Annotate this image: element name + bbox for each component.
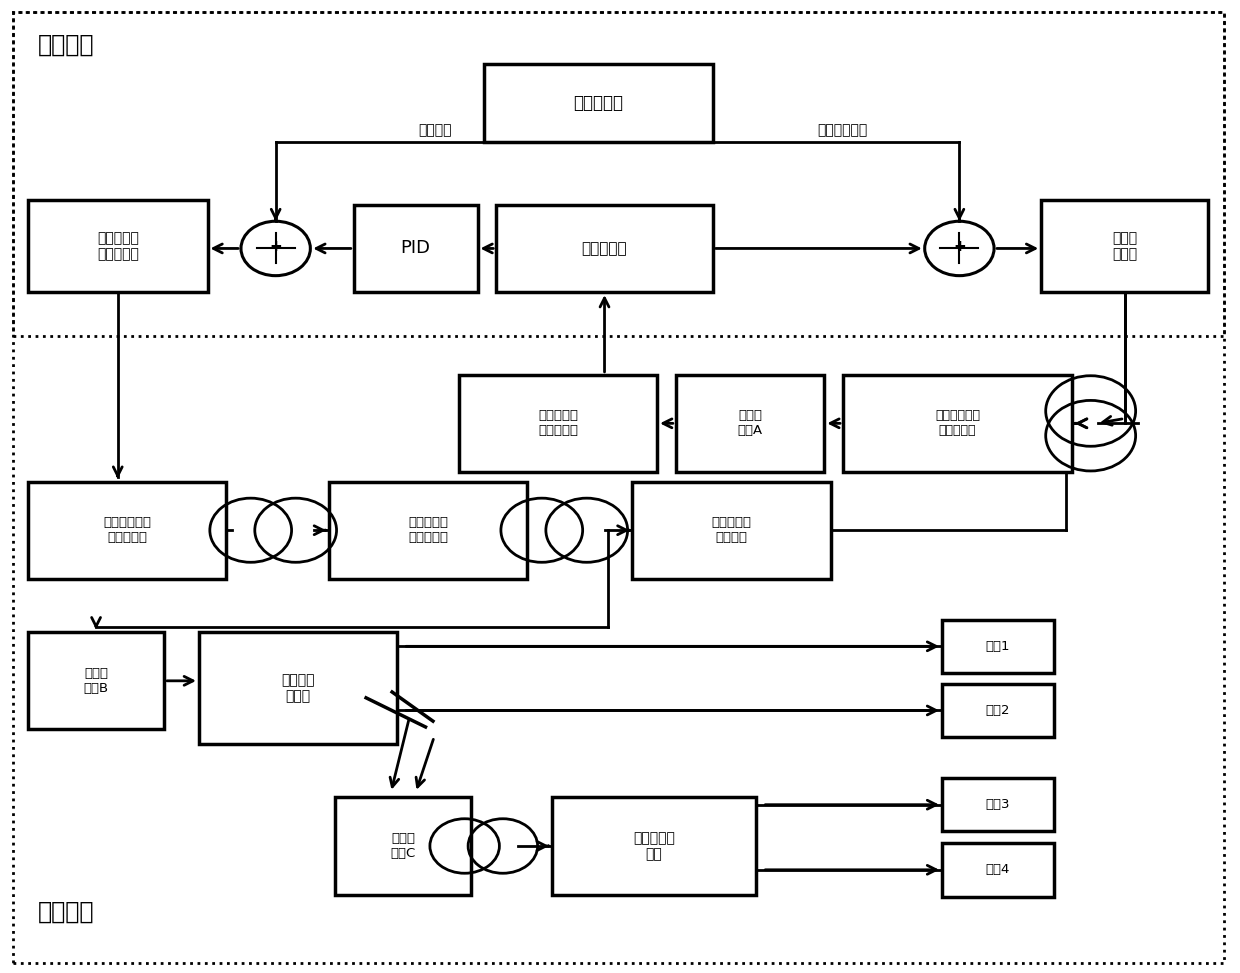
Bar (552, 798, 756, 894)
Bar (29, 482, 226, 579)
Text: 声光调制
器模块: 声光调制 器模块 (281, 673, 315, 703)
Text: PID: PID (401, 239, 430, 258)
Text: 频率扫描电压: 频率扫描电压 (817, 123, 868, 137)
Text: 光束2: 光束2 (986, 703, 1011, 717)
Bar (29, 632, 164, 730)
Bar (484, 64, 713, 142)
Text: 压控晶
体振荡: 压控晶 体振荡 (1112, 231, 1137, 261)
Text: 电光调制器
模块: 电光调制器 模块 (634, 831, 675, 861)
Bar (353, 204, 477, 292)
Text: 光纤耦
合器B: 光纤耦 合器B (83, 667, 109, 695)
Bar (198, 632, 397, 744)
Bar (14, 13, 1224, 336)
Bar (942, 778, 1054, 831)
Text: 光纤耦合二极
管激光模块: 光纤耦合二极 管激光模块 (103, 517, 151, 544)
Text: 控制系统: 控制系统 (38, 33, 94, 56)
Text: 激光系统: 激光系统 (38, 900, 94, 923)
Bar (942, 684, 1054, 738)
Text: +: + (269, 239, 281, 254)
Text: 光束3: 光束3 (986, 798, 1011, 811)
Text: +: + (954, 239, 966, 254)
Bar (29, 199, 207, 292)
Bar (843, 375, 1073, 472)
Text: 光纤耦合分
束器模块: 光纤耦合分 束器模块 (712, 517, 751, 544)
Bar (942, 620, 1054, 673)
Text: 光纤耦合光
隔离器模块: 光纤耦合光 隔离器模块 (408, 517, 448, 544)
Text: 光纤耦
合器C: 光纤耦 合器C (391, 832, 415, 860)
Text: 反馈电压: 反馈电压 (419, 123, 453, 137)
Text: 激光二极管
电流控制器: 激光二极管 电流控制器 (97, 231, 139, 261)
Bar (335, 798, 471, 894)
Bar (676, 375, 825, 472)
Text: 无多普勒极
化光谱模块: 无多普勒极 化光谱模块 (538, 410, 578, 437)
Text: 光束1: 光束1 (986, 640, 1011, 653)
Bar (1042, 199, 1208, 292)
Text: 锁定放大器: 锁定放大器 (582, 241, 627, 256)
Bar (329, 482, 527, 579)
Text: 光纤耦
合器A: 光纤耦 合器A (738, 410, 763, 437)
Text: 光纤耦合电光
调制器模块: 光纤耦合电光 调制器模块 (935, 410, 980, 437)
Bar (632, 482, 831, 579)
Text: 数据采集卡: 数据采集卡 (573, 93, 624, 112)
Bar (459, 375, 657, 472)
Bar (496, 204, 713, 292)
Text: 光束4: 光束4 (986, 863, 1009, 877)
Bar (942, 843, 1054, 896)
